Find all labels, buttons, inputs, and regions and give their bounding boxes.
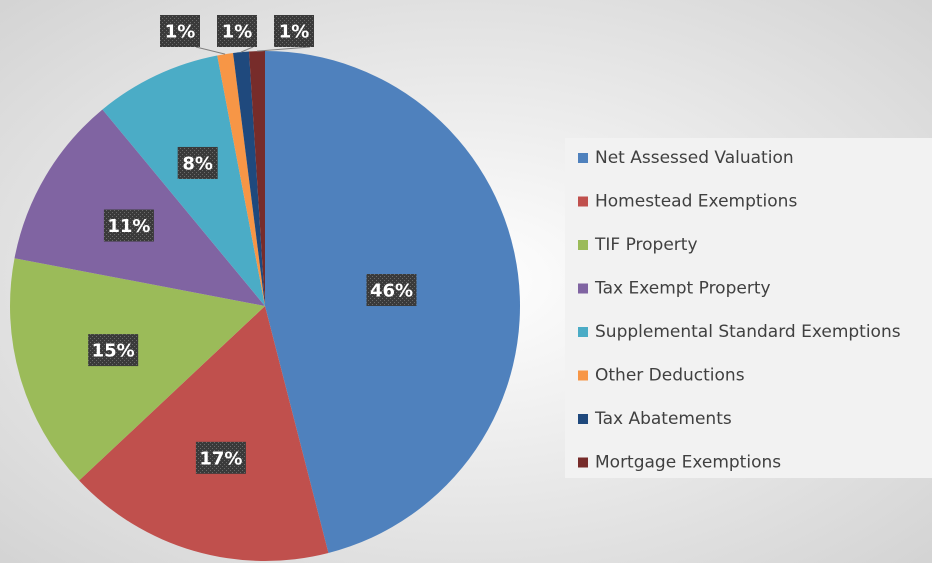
legend-label: Net Assessed Valuation — [595, 148, 794, 168]
data-label-box — [88, 334, 139, 367]
data-label: 46% — [370, 281, 413, 302]
legend-swatch — [578, 457, 588, 468]
data-label: 11% — [107, 216, 150, 237]
legend-label: TIF Property — [594, 235, 698, 255]
leader-line — [195, 46, 226, 55]
data-label-box — [103, 209, 154, 242]
data-label-box — [160, 15, 200, 47]
legend-swatch — [578, 370, 588, 381]
pie-slice — [233, 51, 265, 306]
legend-swatch — [578, 240, 588, 250]
legend-box — [565, 138, 932, 478]
legend-label: Mortgage Exemptions — [595, 453, 781, 473]
data-label: 8% — [182, 153, 213, 174]
legend-swatch — [578, 414, 588, 424]
legend-swatch — [578, 327, 588, 337]
data-label: 1% — [222, 22, 253, 43]
leader-line — [240, 46, 254, 53]
data-label-box — [177, 146, 218, 179]
pie-slice — [79, 306, 329, 561]
data-label: 17% — [199, 448, 242, 469]
pie-slice — [217, 53, 265, 307]
data-label-box — [195, 441, 246, 474]
pie-slice — [248, 51, 265, 306]
legend-label: Supplemental Standard Exemptions — [595, 322, 901, 342]
data-label-box — [217, 15, 257, 47]
data-label: 15% — [92, 341, 135, 362]
legend-label: Homestead Exemptions — [595, 192, 797, 212]
data-label: 1% — [279, 22, 310, 43]
leader-line — [256, 46, 311, 52]
data-label-box — [274, 15, 314, 47]
legend-swatch — [578, 153, 588, 163]
legend-label: Tax Exempt Property — [594, 279, 771, 299]
data-label-box — [366, 274, 417, 307]
legend-swatch — [578, 196, 588, 207]
legend-label: Tax Abatements — [594, 409, 732, 429]
pie-slice — [14, 109, 265, 306]
pie-slice — [102, 55, 266, 306]
legend-swatch — [578, 283, 588, 294]
legend-label: Other Deductions — [595, 366, 745, 386]
data-label: 1% — [165, 22, 196, 43]
pie-slice — [10, 258, 266, 481]
